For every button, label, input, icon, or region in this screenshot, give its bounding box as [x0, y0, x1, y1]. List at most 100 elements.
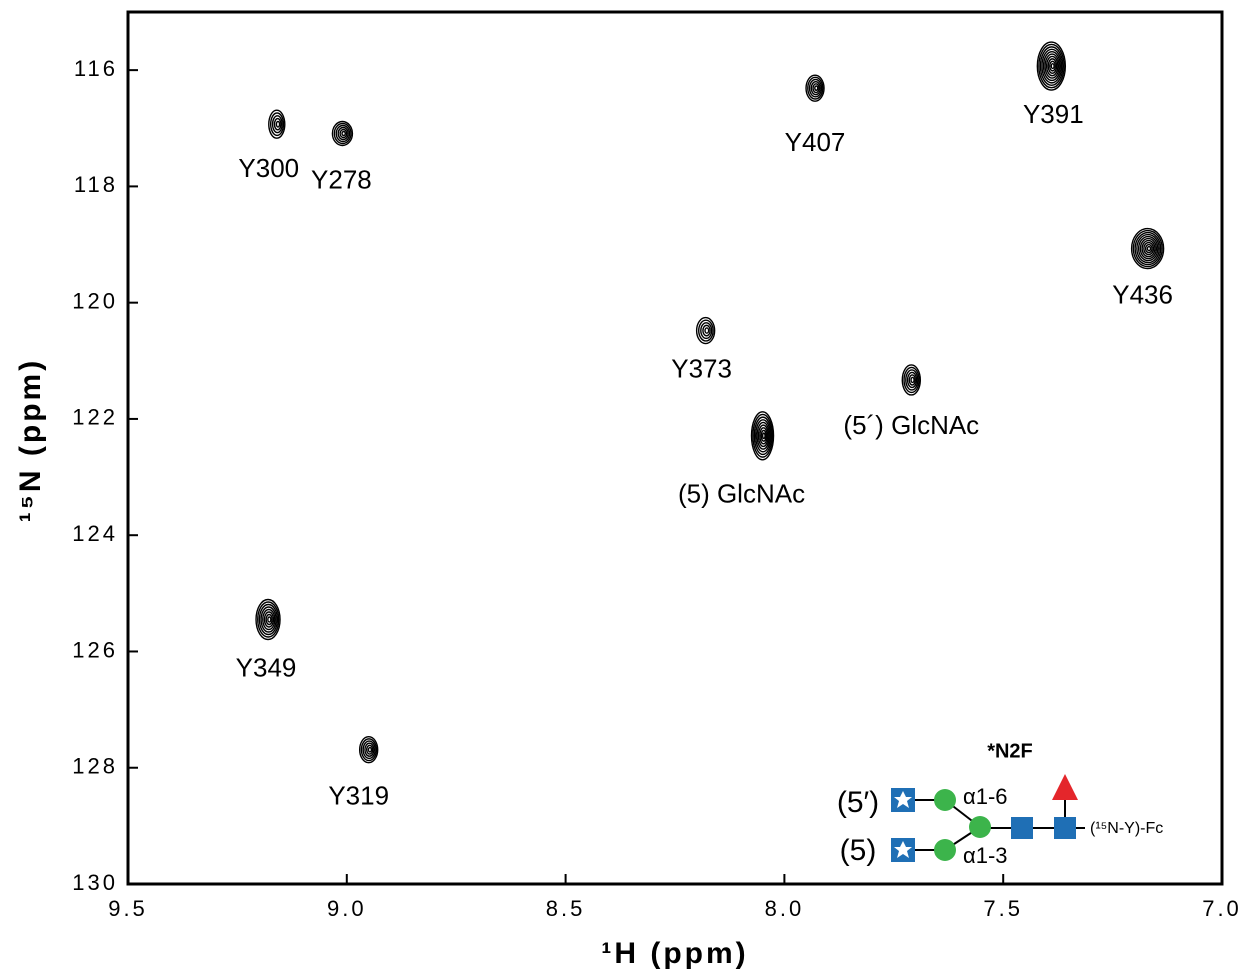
contour-ring — [1044, 53, 1060, 79]
y-tick-label: 120 — [72, 288, 118, 313]
y-axis-title: ¹⁵N (ppm) — [14, 358, 47, 522]
peak-label: Y391 — [1023, 99, 1084, 129]
contour-ring — [753, 416, 773, 456]
contour-ring — [1144, 243, 1153, 254]
y-tick-label: 122 — [72, 405, 118, 430]
contour-ring — [1049, 60, 1057, 72]
contour-ring — [756, 421, 770, 450]
star — [894, 841, 912, 858]
plot-frame — [126, 10, 1224, 886]
contour-ring — [273, 117, 282, 131]
contour-ring — [255, 598, 281, 641]
contour-ring — [905, 369, 919, 391]
contour-ring — [1038, 43, 1065, 89]
contour-ring — [1132, 229, 1163, 268]
contour-ring — [759, 427, 768, 445]
contour-ring — [810, 80, 821, 96]
y-tick-label: 128 — [72, 754, 118, 779]
mannose — [934, 789, 956, 811]
contour-ring — [1045, 55, 1059, 77]
star — [894, 791, 912, 808]
peak — [750, 411, 775, 461]
contour-ring — [1141, 239, 1156, 258]
contour-ring — [275, 120, 281, 128]
glycan-label: (5) — [840, 834, 877, 867]
contour-ring — [805, 74, 825, 102]
y-tick-label: 116 — [74, 56, 118, 81]
peak-label: (5´) GlcNAc — [843, 410, 979, 440]
contour-ring — [258, 603, 279, 636]
contour-ring — [1136, 233, 1160, 264]
contour-ring — [365, 744, 374, 755]
contour-ring — [1041, 48, 1063, 84]
peak-label: Y436 — [1112, 279, 1173, 309]
peak — [1036, 41, 1067, 91]
contour-ring — [360, 738, 378, 762]
peak — [695, 316, 716, 345]
glycan-label: (5′) — [837, 786, 879, 819]
contour-ring — [265, 613, 273, 626]
contour-ring — [906, 371, 918, 389]
peak — [901, 364, 922, 396]
y-tick-label: 126 — [72, 637, 118, 662]
x-tick-label: 9.5 — [108, 896, 148, 921]
contour-ring — [700, 322, 713, 340]
contour-ring — [761, 432, 766, 440]
linkage-label: α1-6 — [963, 784, 1008, 809]
peak-label: Y278 — [311, 164, 372, 194]
contour-ring — [358, 736, 379, 764]
peak-label: Y300 — [238, 153, 299, 183]
contour-ring — [339, 128, 348, 139]
contour-ring — [757, 424, 769, 448]
contour-ring — [901, 364, 922, 396]
contour-ring — [704, 327, 710, 334]
contour-ring — [807, 76, 824, 100]
contour-ring — [702, 324, 711, 337]
y-tick-label: 118 — [74, 172, 118, 197]
contour-ring — [367, 746, 373, 753]
glycan-diagram: *N2F (5′) (5) α1-6 α1-3 (¹⁵N-Y)-Fc — [837, 740, 1163, 868]
contour-ring — [1042, 50, 1062, 82]
contour-ring — [1139, 237, 1158, 260]
contour-ring — [760, 429, 767, 442]
contour-ring — [1050, 62, 1055, 70]
contour-ring — [260, 606, 277, 633]
contour-ring — [812, 83, 820, 94]
contour-ring — [1047, 58, 1058, 74]
contour-ring — [333, 122, 352, 145]
peak-label: (5) GlcNAc — [678, 479, 805, 509]
glcnac — [1011, 817, 1033, 839]
contour-ring — [808, 78, 823, 98]
linkage-label: α1-3 — [963, 843, 1008, 868]
peak — [805, 74, 825, 102]
mannose — [969, 816, 991, 838]
x-tick-label: 7.0 — [1202, 896, 1242, 921]
peak — [331, 120, 354, 147]
peak — [255, 598, 281, 641]
contour-ring — [908, 374, 917, 386]
contour-ring — [257, 601, 280, 638]
x-axis-title: ¹H (ppm) — [601, 937, 748, 970]
peak — [268, 109, 286, 139]
contour-ring — [341, 130, 347, 137]
contour-ring — [814, 85, 819, 92]
contour-ring — [903, 366, 920, 394]
contour-ring — [695, 316, 716, 345]
contour-ring — [698, 319, 714, 342]
contour-ring — [337, 126, 349, 141]
contour-ring — [269, 112, 285, 137]
peak-label: Y349 — [236, 652, 297, 682]
contour-ring — [1137, 235, 1159, 262]
contour-ring — [752, 413, 774, 458]
contour-ring — [1143, 241, 1155, 256]
contour-ring — [263, 611, 275, 628]
peak-label: Y407 — [785, 127, 846, 157]
y-tick-label: 124 — [72, 521, 118, 546]
contour-ring — [750, 411, 775, 461]
peak — [1130, 227, 1165, 270]
x-tick-label: 8.5 — [546, 896, 586, 921]
contour-ring — [1146, 245, 1152, 252]
contour-ring — [910, 376, 915, 384]
x-tick-label: 8.0 — [765, 896, 805, 921]
